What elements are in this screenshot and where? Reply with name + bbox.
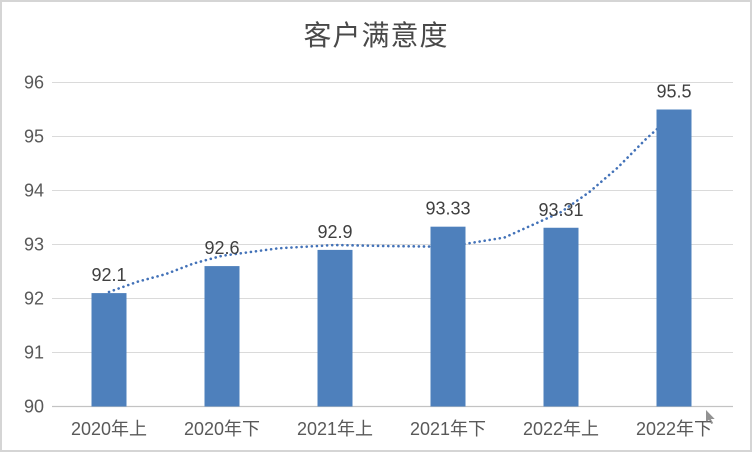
- bar-2021年上[interactable]: [317, 249, 353, 407]
- x-category-label: 2021年下: [410, 419, 486, 439]
- y-tick-label: 93: [24, 235, 44, 255]
- value-label: 93.31: [538, 200, 583, 220]
- value-label: 93.33: [425, 199, 470, 219]
- trendline-dotted[interactable]: [107, 112, 676, 294]
- x-category-label: 2020年下: [184, 419, 260, 439]
- bar-2020年下[interactable]: [204, 266, 240, 407]
- y-tick-label: 96: [24, 73, 44, 93]
- x-category-label: 2020年上: [71, 419, 147, 439]
- bar-2022年上[interactable]: [543, 227, 579, 407]
- value-label: 92.1: [91, 265, 126, 285]
- value-label: 92.9: [317, 222, 352, 242]
- y-tick-label: 91: [24, 343, 44, 363]
- value-label: 92.6: [204, 238, 239, 258]
- x-category-label: 2022年下: [636, 419, 712, 439]
- x-category-label: 2021年上: [297, 419, 373, 439]
- x-category-label: 2022年上: [523, 419, 599, 439]
- y-tick-label: 94: [24, 181, 44, 201]
- y-tick-label: 92: [24, 289, 44, 309]
- value-label: 95.5: [656, 82, 691, 102]
- y-tick-label: 95: [24, 127, 44, 147]
- bar-2022年下[interactable]: [656, 109, 692, 407]
- y-tick-label: 90: [24, 397, 44, 417]
- bar-2021年下[interactable]: [430, 226, 466, 407]
- chart-title: 客户满意度: [303, 21, 449, 52]
- bar-2020年上[interactable]: [91, 293, 127, 407]
